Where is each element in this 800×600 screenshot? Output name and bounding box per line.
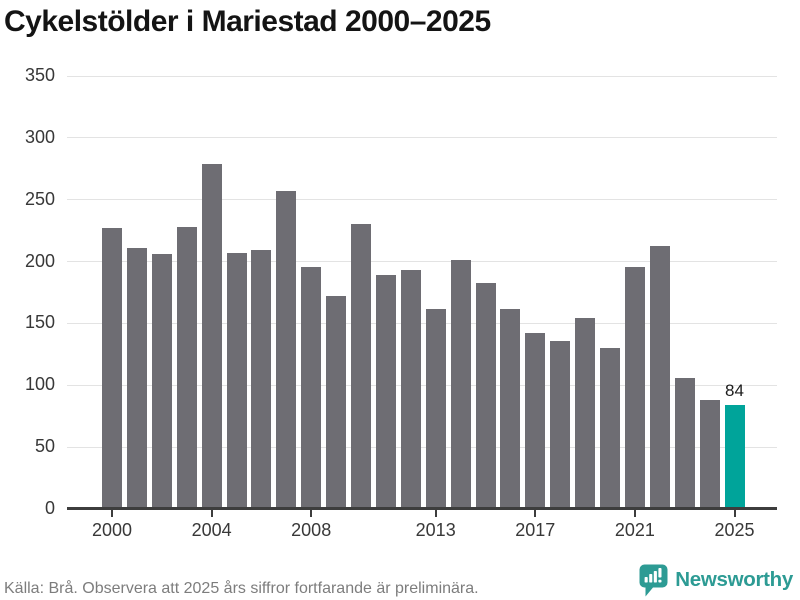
bar-2003 — [176, 226, 197, 509]
bar-2006 — [251, 250, 272, 509]
source-note: Källa: Brå. Observera att 2025 års siffr… — [4, 580, 479, 597]
x-axis-tick-label: 2004 — [191, 520, 232, 540]
bar-2008 — [301, 266, 322, 509]
bar-2004 — [201, 163, 222, 509]
x-axis-tick-label: 2000 — [91, 520, 133, 540]
bar-2000 — [102, 228, 122, 509]
bar-2001 — [126, 247, 147, 509]
y-axis-tick-label: 50 — [34, 436, 55, 457]
x-axis-tick — [210, 510, 213, 517]
bar-2025 — [724, 405, 745, 509]
bar-2011 — [375, 275, 396, 509]
gridline-y-50 — [67, 446, 777, 448]
bar-2015 — [475, 282, 496, 509]
highlight-value-label: 84 — [725, 381, 744, 401]
bar-2010 — [351, 224, 371, 509]
bar-2018 — [550, 340, 571, 509]
y-axis-tick-label: 350 — [24, 65, 55, 85]
bar-2020 — [600, 348, 620, 509]
bar-2002 — [151, 254, 172, 509]
bar-2019 — [575, 318, 596, 509]
gridline-y-300 — [67, 137, 777, 139]
gridline-y-100 — [67, 384, 777, 386]
bar-2014 — [450, 260, 471, 509]
x-axis-tick — [111, 510, 113, 517]
x-axis-tick — [434, 510, 437, 517]
gridline-y-200 — [67, 261, 777, 263]
bar-2024 — [699, 400, 720, 509]
bar-2012 — [400, 270, 421, 509]
y-axis-tick-label: 0 — [44, 498, 55, 518]
y-axis-tick-label: 250 — [24, 188, 55, 209]
y-axis-tick-label: 150 — [24, 312, 55, 333]
x-axis-tick — [633, 510, 636, 517]
newsworthy-wordmark: Newsworthy — [675, 568, 793, 591]
x-axis-tick — [534, 510, 537, 517]
bar-2009 — [326, 296, 347, 509]
gridline-y-350 — [67, 75, 777, 77]
x-axis-tick-label: 2013 — [415, 520, 456, 540]
bar-2023 — [674, 377, 695, 509]
x-axis-tick-label: 2021 — [614, 520, 655, 540]
x-axis-tick-label: 2025 — [714, 520, 755, 540]
x-axis-tick-label: 2008 — [291, 520, 332, 540]
chart-title: Cykelstölder i Mariestad 2000–2025 — [4, 5, 491, 38]
gridline-y-150 — [67, 322, 777, 324]
bar-chart-plot-area: 0 50 100 150 200 250 300 350 84 2000 2004 2008 2013 2… — [25, 66, 777, 540]
newsworthy-speech-bubble-barchart-icon — [639, 564, 668, 596]
x-axis-tick — [310, 510, 313, 517]
y-axis-tick-label: 200 — [24, 250, 55, 271]
x-axis-tick-label: 2017 — [515, 520, 556, 540]
bar-2007 — [276, 191, 297, 509]
y-axis-tick-label: 100 — [24, 374, 55, 395]
newsworthy-logo: Newsworthy — [639, 563, 793, 597]
x-axis-tick — [733, 510, 736, 517]
bar-2013 — [425, 308, 446, 509]
bar-2005 — [226, 252, 247, 509]
y-axis-tick-label: 300 — [24, 126, 55, 147]
gridline-y-250 — [67, 199, 777, 201]
x-axis-line — [67, 507, 777, 510]
bar-2017 — [525, 333, 546, 509]
bar-2016 — [500, 308, 521, 509]
bar-2021 — [624, 266, 645, 509]
bar-2022 — [649, 245, 670, 509]
